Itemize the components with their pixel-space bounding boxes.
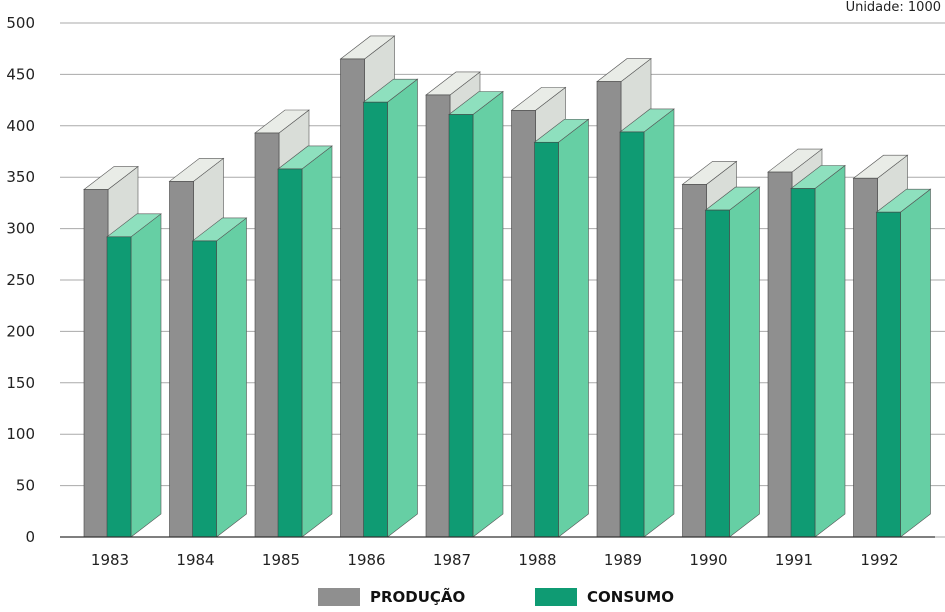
bar-producao (254, 132, 280, 538)
bar-producao (169, 181, 194, 538)
bar-producao (425, 94, 451, 538)
y-tick-label: 200 (6, 322, 35, 340)
y-tick-label: 400 (6, 117, 35, 135)
legend-label-consumo: CONSUMO (587, 588, 674, 606)
bar-consumo (619, 131, 645, 538)
bar-consumo-side (729, 186, 760, 538)
bar-producao (767, 171, 793, 538)
legend-swatch-consumo (535, 588, 577, 606)
x-tick-label: 1984 (176, 551, 214, 569)
y-tick-label: 100 (6, 425, 35, 443)
x-tick-label: 1990 (689, 551, 727, 569)
bar-producao (596, 81, 622, 538)
y-tick-label: 150 (6, 374, 35, 392)
bar-consumo (534, 141, 559, 538)
bar-consumo (790, 188, 816, 538)
bar-consumo (106, 236, 132, 538)
bar-consumo (277, 168, 303, 538)
y-tick-label: 500 (6, 14, 35, 32)
bar-consumo (192, 240, 217, 538)
x-tick-label: 1986 (347, 551, 385, 569)
bar-producao (853, 177, 878, 538)
x-tick-label: 1988 (518, 551, 556, 569)
bar-consumo-side (900, 188, 931, 538)
bar-producao (511, 110, 536, 538)
bar-consumo-side (558, 118, 589, 538)
bar-consumo-side (814, 164, 846, 538)
y-tick-label: 350 (6, 168, 35, 186)
x-tick-label: 1985 (262, 551, 300, 569)
y-tick-label: 50 (16, 477, 35, 495)
y-tick-label: 250 (6, 271, 35, 289)
legend-label-producao: PRODUÇÃO (370, 588, 466, 606)
legend-swatch-producao (318, 588, 360, 606)
x-tick-label: 1983 (91, 551, 129, 569)
bar-consumo-side (216, 217, 247, 538)
bar-consumo (876, 211, 901, 538)
bar-consumo-side (643, 108, 675, 538)
bar-producao (83, 189, 109, 538)
x-tick-label: 1992 (860, 551, 898, 569)
x-tick-label: 1987 (433, 551, 471, 569)
x-tick-label: 1989 (604, 551, 642, 569)
bar-consumo-side (130, 213, 162, 538)
bar-consumo (363, 101, 388, 538)
bar-producao (682, 184, 707, 538)
y-tick-label: 300 (6, 220, 35, 238)
legend-item-producao: PRODUÇÃO (318, 588, 465, 606)
y-tick-label: 450 (6, 65, 35, 83)
bar-consumo-side (472, 90, 504, 538)
bar-consumo-side (387, 78, 418, 538)
y-tick-label: 0 (25, 528, 35, 546)
bar-consumo (705, 209, 730, 538)
bar-consumo-side (301, 145, 333, 538)
bar-consumo (448, 114, 474, 538)
bar-producao (340, 58, 365, 538)
unit-label: Unidade: 1000 (845, 0, 941, 15)
legend-item-consumo: CONSUMO (535, 588, 674, 606)
x-tick-label: 1991 (775, 551, 813, 569)
